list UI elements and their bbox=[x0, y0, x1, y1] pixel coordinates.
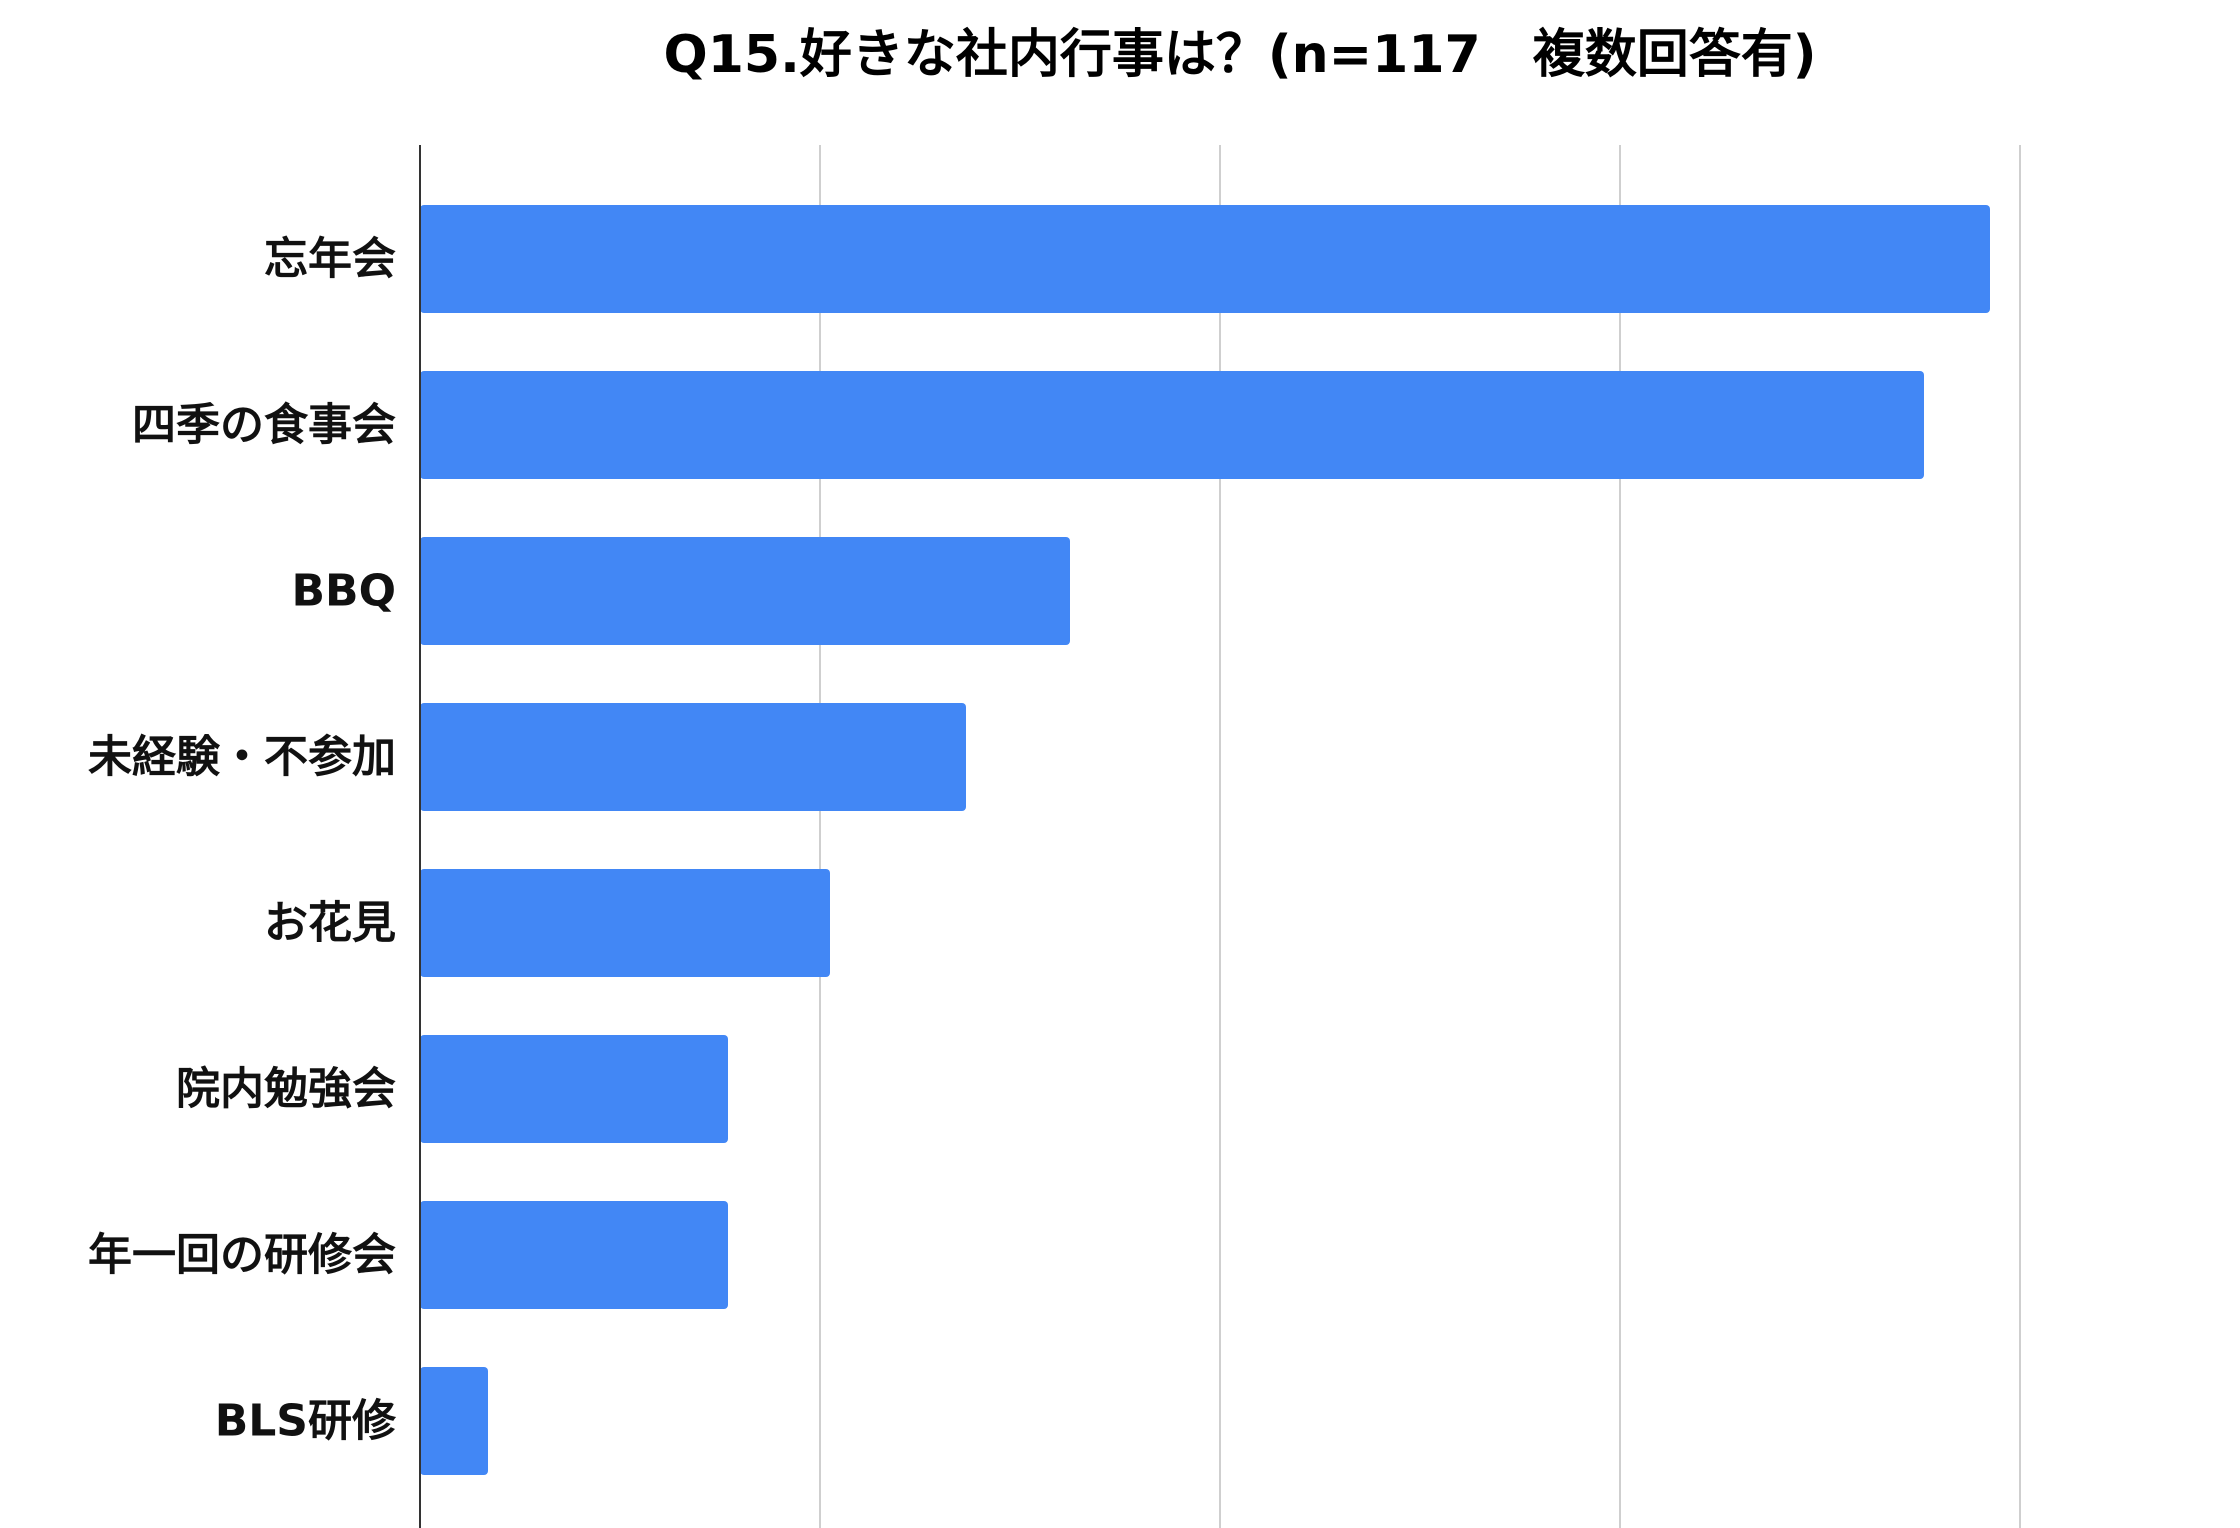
category-label: 忘年会 bbox=[264, 234, 396, 285]
chart-title: Q15.好きな社内行事は？(n=117 複数回答有) bbox=[664, 25, 1817, 85]
category-label: お花見 bbox=[264, 898, 396, 949]
category-label: 未経験・不参加 bbox=[88, 732, 396, 783]
bar bbox=[420, 869, 830, 977]
bar bbox=[420, 205, 1990, 313]
category-label: 年一回の研修会 bbox=[88, 1230, 396, 1281]
bar bbox=[420, 371, 1924, 479]
gridlines bbox=[819, 145, 2021, 1528]
bar bbox=[420, 1201, 728, 1309]
bar bbox=[420, 1367, 488, 1475]
category-label: BLS研修 bbox=[215, 1396, 397, 1447]
category-label: 四季の食事会 bbox=[132, 400, 396, 451]
bar bbox=[420, 703, 966, 811]
bar bbox=[420, 537, 1070, 645]
bar bbox=[420, 1035, 728, 1143]
bars bbox=[420, 205, 1990, 1475]
category-label: 院内勉強会 bbox=[176, 1064, 396, 1115]
category-label: BBQ bbox=[292, 566, 396, 617]
